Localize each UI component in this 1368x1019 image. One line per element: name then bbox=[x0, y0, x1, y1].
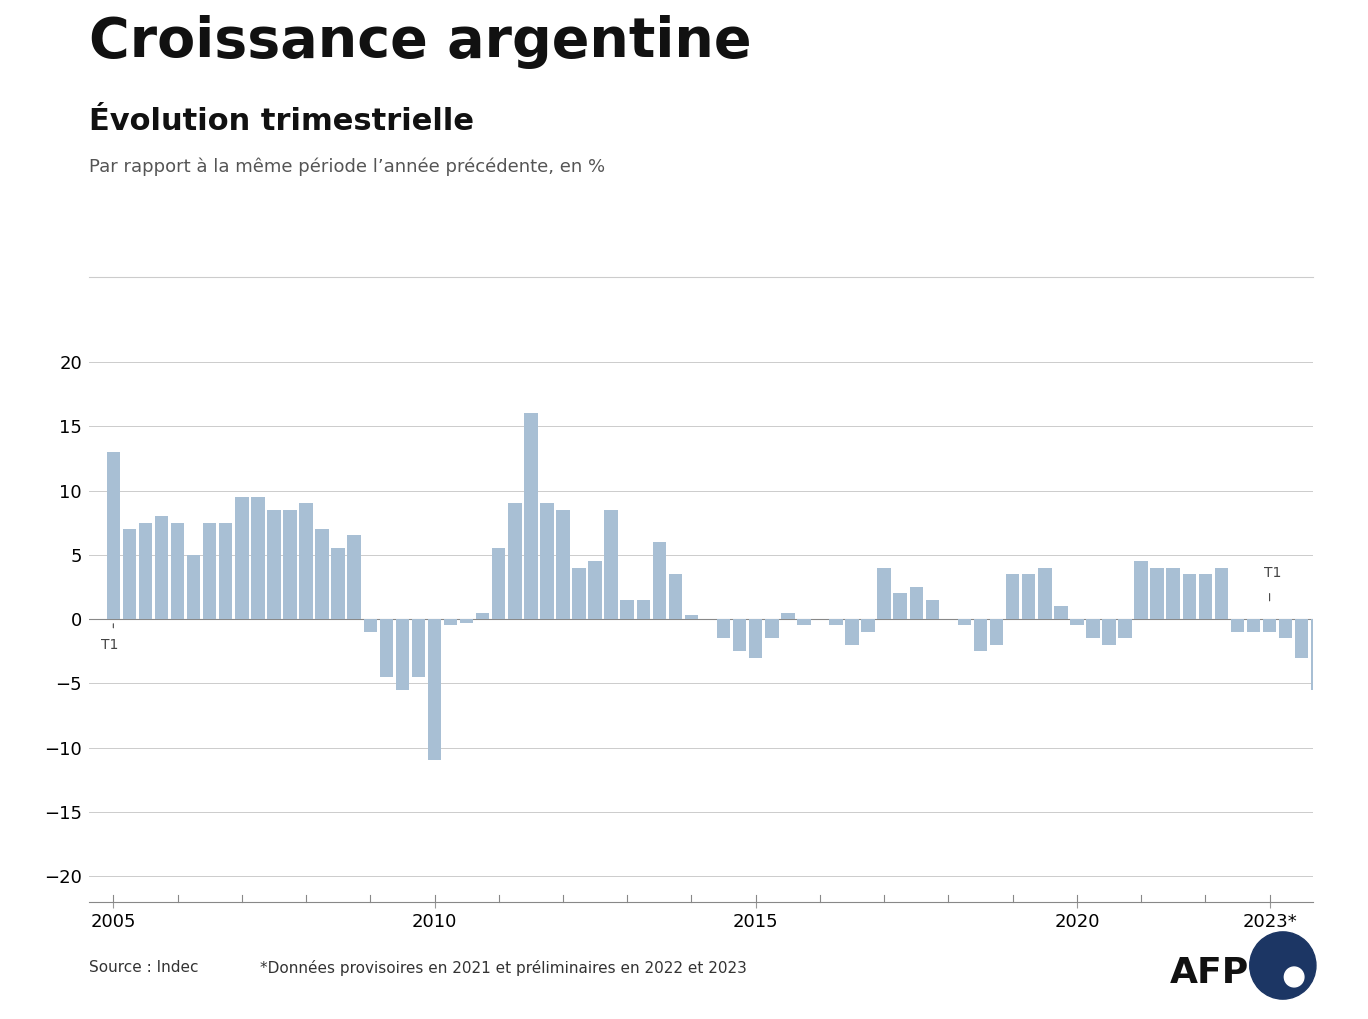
Text: *Données provisoires en 2021 et préliminaires en 2022 et 2023: *Données provisoires en 2021 et prélimin… bbox=[260, 960, 747, 976]
Bar bbox=[636, 600, 650, 619]
Bar bbox=[1311, 619, 1324, 690]
Bar bbox=[1327, 619, 1341, 889]
Bar bbox=[958, 619, 971, 626]
Bar bbox=[1182, 574, 1196, 619]
Bar bbox=[1038, 568, 1052, 619]
Bar bbox=[588, 561, 602, 619]
Bar bbox=[1134, 561, 1148, 619]
Bar bbox=[524, 414, 538, 619]
Bar bbox=[1295, 619, 1308, 657]
Bar bbox=[187, 554, 200, 619]
Bar bbox=[1055, 606, 1067, 619]
Bar bbox=[974, 619, 988, 651]
Bar bbox=[395, 619, 409, 690]
Bar bbox=[1246, 619, 1260, 632]
Text: T1: T1 bbox=[1264, 567, 1282, 581]
Text: AFP: AFP bbox=[1170, 956, 1249, 990]
Bar bbox=[717, 619, 731, 638]
Bar bbox=[765, 619, 778, 638]
Bar bbox=[171, 523, 185, 619]
Bar bbox=[1215, 568, 1228, 619]
Bar bbox=[1086, 619, 1100, 638]
Bar bbox=[829, 619, 843, 626]
Text: Croissance argentine: Croissance argentine bbox=[89, 15, 751, 69]
Bar bbox=[798, 619, 811, 626]
Bar bbox=[862, 619, 876, 632]
Bar bbox=[910, 587, 923, 619]
Bar bbox=[155, 517, 168, 619]
Bar bbox=[412, 619, 425, 677]
Bar bbox=[443, 619, 457, 626]
Bar bbox=[1231, 619, 1245, 632]
Bar bbox=[428, 619, 442, 760]
Bar bbox=[621, 600, 633, 619]
Bar bbox=[460, 619, 473, 623]
Text: Source : Indec: Source : Indec bbox=[89, 960, 198, 975]
Bar bbox=[347, 536, 361, 619]
Bar bbox=[316, 529, 328, 619]
Bar bbox=[605, 510, 618, 619]
Bar bbox=[845, 619, 859, 645]
Bar bbox=[557, 510, 569, 619]
Bar bbox=[1167, 568, 1181, 619]
Bar bbox=[300, 503, 313, 619]
Bar bbox=[926, 600, 938, 619]
Bar bbox=[781, 612, 795, 619]
Bar bbox=[733, 619, 747, 651]
Bar bbox=[1263, 619, 1276, 632]
Text: T1: T1 bbox=[101, 638, 119, 652]
Bar bbox=[877, 568, 891, 619]
Bar bbox=[123, 529, 137, 619]
Bar bbox=[669, 574, 683, 619]
Bar bbox=[331, 548, 345, 619]
Bar bbox=[202, 523, 216, 619]
Bar bbox=[1118, 619, 1131, 638]
Bar bbox=[219, 523, 233, 619]
Bar bbox=[572, 568, 586, 619]
Bar bbox=[685, 615, 698, 619]
Bar bbox=[748, 619, 762, 657]
Bar bbox=[476, 612, 490, 619]
Bar bbox=[1005, 574, 1019, 619]
Bar bbox=[1279, 619, 1293, 638]
Bar bbox=[990, 619, 1003, 645]
Bar bbox=[364, 619, 378, 632]
Bar bbox=[1198, 574, 1212, 619]
Bar bbox=[267, 510, 280, 619]
Circle shape bbox=[1285, 967, 1304, 986]
Bar bbox=[1150, 568, 1164, 619]
Bar bbox=[1103, 619, 1116, 645]
Bar bbox=[653, 542, 666, 619]
Bar bbox=[1343, 619, 1357, 754]
Bar bbox=[379, 619, 393, 677]
Bar bbox=[235, 497, 249, 619]
Bar bbox=[138, 523, 152, 619]
Bar bbox=[492, 548, 506, 619]
Bar bbox=[283, 510, 297, 619]
Bar bbox=[540, 503, 554, 619]
Bar bbox=[1360, 465, 1368, 619]
Bar bbox=[107, 452, 120, 619]
Circle shape bbox=[1250, 931, 1316, 999]
Bar bbox=[252, 497, 264, 619]
Bar bbox=[893, 593, 907, 619]
Text: Par rapport à la même période l’année précédente, en %: Par rapport à la même période l’année pr… bbox=[89, 158, 605, 176]
Bar bbox=[1070, 619, 1083, 626]
Bar bbox=[508, 503, 521, 619]
Text: Évolution trimestrielle: Évolution trimestrielle bbox=[89, 107, 473, 136]
Bar bbox=[1022, 574, 1036, 619]
